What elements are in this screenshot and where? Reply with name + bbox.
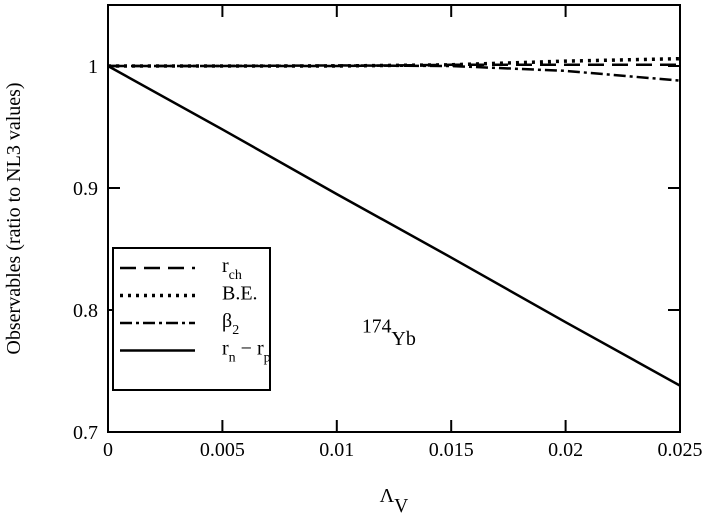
series-line [108, 64, 681, 82]
x-tick-label: 0.02 [548, 439, 583, 461]
legend-label: rn − rp [222, 338, 271, 366]
legend-label-part: p [264, 351, 271, 366]
legend-label-part: r [222, 255, 229, 277]
legend-label-part: 2 [232, 323, 239, 338]
legend-label: B.E. [222, 283, 258, 305]
legend-label-part: ch [229, 268, 242, 283]
x-axis-label-part: V [394, 496, 408, 517]
annotation-part: 174 [362, 316, 392, 337]
x-tick-label: 0.015 [429, 439, 474, 461]
y-tick-label: 0.7 [73, 422, 98, 444]
series-line [107, 64, 681, 387]
legend-label: rch [222, 255, 242, 283]
legend-label-part: β [222, 310, 232, 332]
y-tick-label: 0.9 [73, 178, 98, 200]
x-tick-label: 0 [103, 439, 113, 461]
legend-label-part: r [222, 338, 229, 360]
x-axis-label-part: Λ [380, 485, 395, 507]
x-tick-label: 0.01 [319, 439, 354, 461]
legend-label: β2 [222, 310, 239, 338]
y-axis-label: Observables (ratio to NL3 values) [3, 82, 25, 354]
x-tick-label: 0.005 [200, 439, 245, 461]
legend-label-part: n [229, 351, 236, 366]
legend-label-part: − r [236, 338, 264, 360]
x-axis-label: ΛV [380, 485, 409, 517]
annotation: 174Yb [362, 316, 416, 350]
x-tick-label: 0.025 [658, 439, 703, 461]
y-tick-label: 1 [88, 56, 98, 78]
plot-frame [107, 4, 681, 433]
legend-box [112, 247, 271, 391]
y-tick-label: 0.8 [73, 300, 98, 322]
legend-label-part: B.E. [222, 283, 258, 305]
annotation-part: Yb [391, 328, 415, 350]
